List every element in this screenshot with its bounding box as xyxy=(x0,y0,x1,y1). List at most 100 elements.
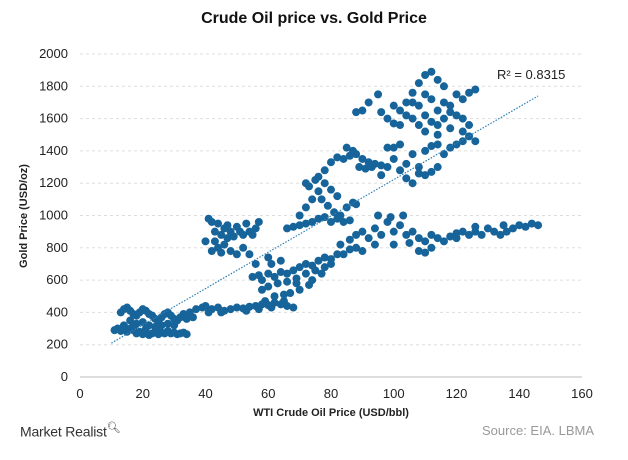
data-point xyxy=(386,213,395,222)
data-point xyxy=(182,314,191,323)
data-point xyxy=(301,219,310,228)
data-point xyxy=(254,217,263,226)
data-point xyxy=(396,221,405,230)
data-point xyxy=(251,224,260,233)
data-point xyxy=(323,201,332,210)
data-point xyxy=(314,214,323,223)
data-point xyxy=(264,269,273,278)
data-point xyxy=(333,250,342,259)
data-point xyxy=(446,124,455,133)
y-tick-label: 400 xyxy=(46,304,68,319)
data-point xyxy=(210,227,219,236)
data-point xyxy=(433,140,442,149)
data-point xyxy=(301,259,310,268)
data-point xyxy=(408,179,417,188)
data-point xyxy=(327,185,335,194)
scatter-chart: 0 200 400 600 800 1000 1200 1400 1600 1800 2000 0 2… xyxy=(18,46,593,419)
data-point xyxy=(345,216,354,225)
data-point xyxy=(295,221,304,230)
data-point xyxy=(433,130,442,139)
data-point xyxy=(348,146,357,155)
data-point xyxy=(421,248,430,257)
x-tick-label: 140 xyxy=(508,386,530,401)
data-point xyxy=(383,163,392,172)
data-point xyxy=(367,163,376,172)
data-point xyxy=(264,282,273,291)
data-point xyxy=(396,140,405,149)
data-point xyxy=(311,266,320,275)
data-point xyxy=(336,240,345,249)
x-axis-ticks: 0 20 40 60 80 100 120 140 160 xyxy=(76,386,592,401)
data-point xyxy=(352,230,361,239)
data-point xyxy=(226,305,235,314)
data-point xyxy=(534,221,543,230)
data-point xyxy=(320,179,329,188)
data-point xyxy=(248,230,257,239)
data-point xyxy=(414,163,423,172)
data-point xyxy=(204,308,213,317)
data-point xyxy=(408,150,417,159)
data-point xyxy=(283,269,292,278)
data-point xyxy=(402,159,411,168)
data-point xyxy=(421,70,430,79)
data-point xyxy=(314,187,323,196)
data-point xyxy=(276,268,285,277)
data-point xyxy=(333,153,342,162)
data-point xyxy=(439,98,448,107)
data-point xyxy=(355,163,364,172)
data-point xyxy=(408,88,417,97)
data-point xyxy=(405,238,414,247)
data-point xyxy=(377,230,386,239)
data-point xyxy=(192,305,201,314)
data-point xyxy=(308,195,317,204)
data-point xyxy=(414,79,423,88)
y-tick-label: 600 xyxy=(46,272,68,287)
data-point xyxy=(261,297,270,306)
data-point xyxy=(427,167,436,176)
data-point xyxy=(226,247,235,256)
data-point xyxy=(210,237,219,246)
data-point xyxy=(352,243,361,252)
data-point xyxy=(339,154,348,163)
data-point xyxy=(301,269,310,278)
data-point xyxy=(427,95,436,104)
data-point xyxy=(279,290,288,299)
data-point xyxy=(129,322,138,331)
data-point xyxy=(521,222,530,231)
data-point xyxy=(251,259,260,268)
data-point xyxy=(396,121,405,130)
data-point xyxy=(446,101,455,110)
y-tick-label: 1600 xyxy=(39,111,68,126)
data-point xyxy=(433,234,442,243)
data-point xyxy=(267,303,276,312)
data-point xyxy=(163,319,172,328)
data-point xyxy=(527,219,536,228)
data-point xyxy=(220,240,229,249)
data-point xyxy=(414,234,423,243)
data-point xyxy=(141,324,150,333)
data-point xyxy=(207,247,216,256)
data-point xyxy=(345,245,354,254)
data-point xyxy=(327,217,335,226)
data-point xyxy=(182,330,191,339)
data-point xyxy=(358,154,367,163)
data-point xyxy=(248,272,257,281)
data-point xyxy=(339,250,348,259)
data-point xyxy=(458,137,467,146)
data-point xyxy=(374,90,383,99)
data-point xyxy=(402,230,411,239)
data-point xyxy=(308,217,317,226)
data-point xyxy=(154,324,163,333)
data-point xyxy=(239,230,248,239)
data-point xyxy=(427,243,436,252)
data-point xyxy=(414,101,423,110)
magnifier-icon: 🔍︎ xyxy=(106,422,121,434)
data-point xyxy=(289,222,298,231)
data-point xyxy=(439,237,448,246)
y-axis-ticks: 0 200 400 600 800 1000 1200 1400 1600 1800 2000 xyxy=(39,46,68,384)
brand-name: Market Realist xyxy=(20,423,107,440)
data-point xyxy=(320,213,329,222)
y-tick-label: 1800 xyxy=(39,78,68,93)
data-point xyxy=(320,253,329,262)
x-tick-label: 60 xyxy=(261,386,275,401)
